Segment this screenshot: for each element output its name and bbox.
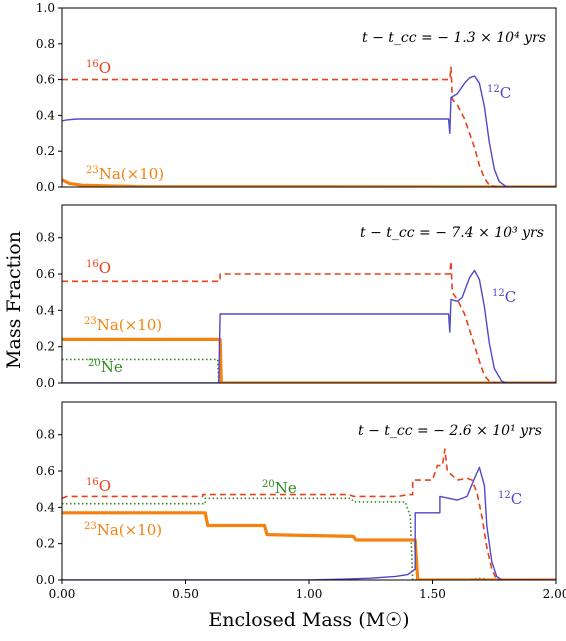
series-label-na23: 23Na(×10) [84,316,162,334]
series-line-o16 [62,66,556,187]
panel-2: 0.0 0.2 0.4 0.6 0.8 16O 12C 23Na(×10) 20Ne t − t_… [36,204,557,390]
y-tick-label: 0.2 [36,537,55,551]
series-line-na23 [62,511,556,580]
y-tick-label: 0.6 [36,464,55,478]
x-tick-label: 2.00 [543,587,566,601]
y-tick-label: 0.2 [36,340,55,354]
series-line-na23 [62,337,556,383]
panel-frame [61,204,557,384]
series-label-ne20: 20Ne [88,358,123,376]
y-tick-label: 0.4 [36,500,55,514]
y-tick-label: 0.0 [36,376,55,390]
y-axis-title: Mass Fraction [3,231,25,369]
series-line-o16 [62,448,556,580]
series-line-c12 [62,75,556,187]
y-tick-label: 0.4 [36,108,55,122]
series-line-c12 [62,466,556,580]
x-tick-label: 0.00 [49,587,76,601]
series-label-c12: 12C [487,84,511,102]
y-tick-label: 0.8 [36,428,55,442]
panel-3: 0.0 0.2 0.4 0.6 0.8 0.00 0.50 1.00 1.50 2.00 16O 12… [36,401,566,601]
series-label-ne20: 20Ne [262,479,297,497]
x-tick-label: 0.50 [172,587,199,601]
time-annotation: t − t_cc = − 2.6 × 10¹ yrs [358,423,542,439]
y-tick-label: 0.6 [36,267,55,281]
time-annotation: t − t_cc = − 7.4 × 10³ yrs [360,225,544,241]
series-label-o16: 16O [86,59,111,77]
series-label-o16: 16O [86,477,111,495]
series-label-c12: 12C [492,288,516,306]
series-label-na23: 23Na(×10) [86,165,164,183]
x-tick-label: 1.00 [296,587,323,601]
y-tick-label: 1.0 [36,1,55,15]
series-label-o16: 16O [86,259,111,277]
series-line-c12 [62,269,556,383]
panel-frame [61,7,557,188]
x-tick-label: 1.50 [419,587,446,601]
y-tick-label: 0.2 [36,144,55,158]
y-tick-label: 0.6 [36,73,55,87]
series-line-ne20 [62,358,556,383]
panel-1: 0.0 0.2 0.4 0.6 0.8 1.0 16O 12C 23Na(×10) t − t_c… [36,1,557,194]
series-label-c12: 12C [498,490,522,508]
series-line-o16 [62,260,556,383]
time-annotation: t − t_cc = − 1.3 × 10⁴ yrs [362,30,546,46]
y-tick-label: 0.4 [36,303,55,317]
series-label-na23: 23Na(×10) [84,521,162,539]
y-tick-label: 0.8 [36,231,55,245]
x-axis-title: Enclosed Mass (M☉) [208,609,409,631]
y-tick-label: 0.0 [36,180,55,194]
y-tick-label: 0.8 [36,37,55,51]
y-tick-label: 0.0 [36,573,55,587]
series-line-ne20 [62,497,556,580]
